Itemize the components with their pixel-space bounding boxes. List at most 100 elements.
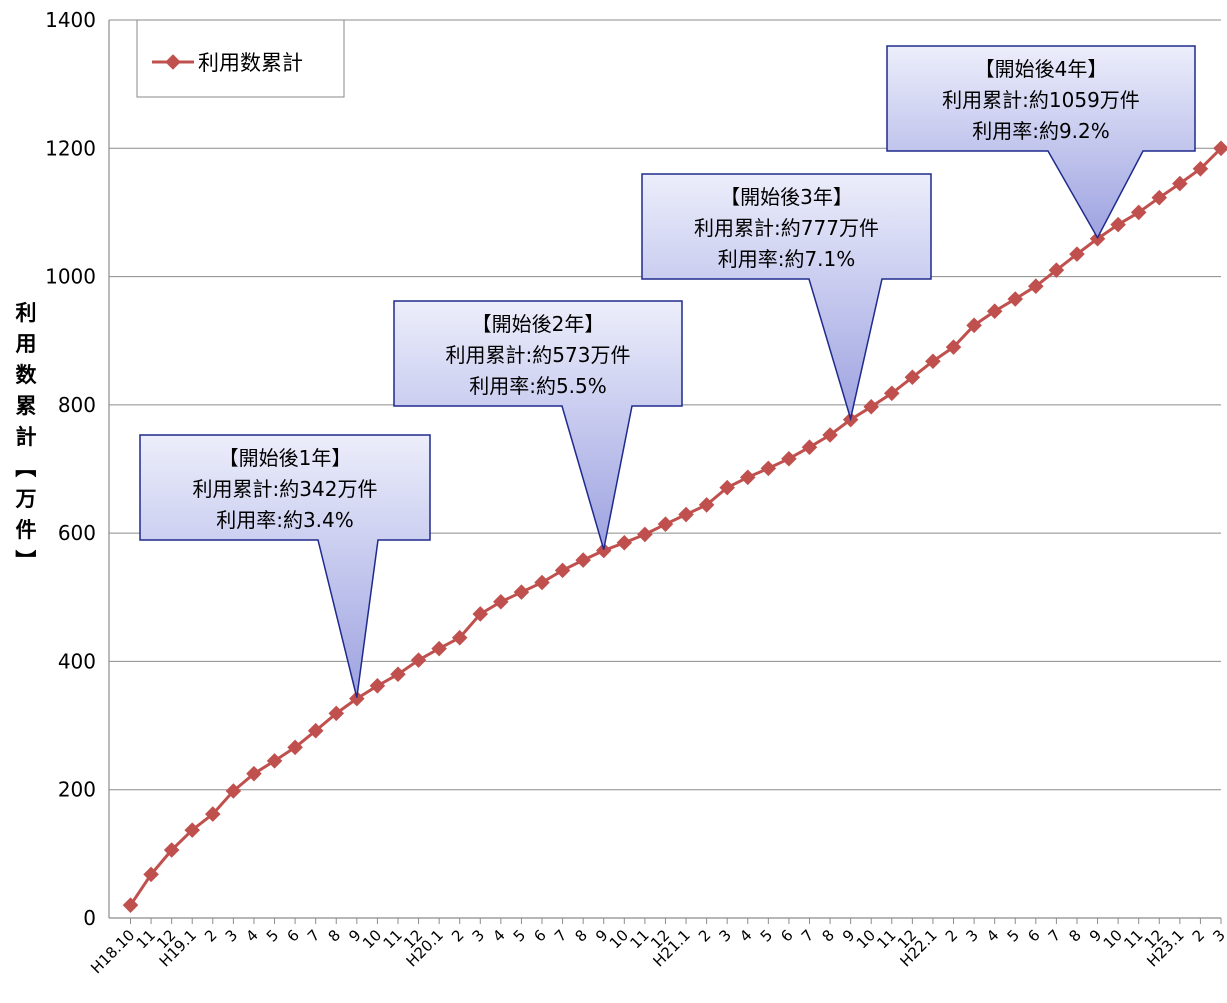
data-point bbox=[801, 439, 818, 455]
x-tick-label: 2 bbox=[201, 926, 220, 945]
callout-text-line: 利用率:約3.4% bbox=[216, 508, 354, 532]
data-point bbox=[369, 678, 386, 694]
data-point bbox=[616, 534, 633, 551]
legend-marker bbox=[165, 54, 181, 70]
callout-text-line: 利用累計:約573万件 bbox=[446, 343, 631, 367]
data-point bbox=[1130, 204, 1147, 221]
y-tick-label: 800 bbox=[58, 393, 96, 417]
data-point bbox=[781, 450, 797, 467]
callouts-layer: 【開始後1年】利用累計:約342万件利用率:約3.4%【開始後2年】利用累計:約… bbox=[139, 45, 1196, 698]
data-point bbox=[1213, 140, 1227, 157]
data-point bbox=[431, 640, 447, 657]
y-tick-label: 0 bbox=[83, 906, 96, 930]
data-point bbox=[1192, 161, 1209, 177]
data-point bbox=[184, 822, 201, 838]
callout-box bbox=[886, 45, 1196, 240]
data-point bbox=[266, 753, 283, 769]
data-point bbox=[534, 574, 550, 591]
series-layer bbox=[122, 140, 1227, 913]
x-tick-label: 3 bbox=[716, 926, 735, 945]
x-tick-label: 5 bbox=[510, 926, 529, 945]
data-point bbox=[205, 806, 221, 822]
x-tick-label: 3 bbox=[222, 926, 241, 945]
y-tick-label: 1200 bbox=[45, 136, 96, 160]
callout-text-line: 【開始後4年】 bbox=[975, 57, 1108, 81]
x-tick-label: 7 bbox=[1045, 926, 1064, 945]
callout-box bbox=[139, 434, 431, 698]
x-tick-label: 3 bbox=[962, 926, 981, 945]
data-point bbox=[1110, 216, 1126, 233]
data-point bbox=[595, 542, 612, 559]
x-tick-label: 7 bbox=[551, 926, 570, 945]
data-point bbox=[637, 526, 653, 543]
y-axis-label-char: 累 bbox=[16, 394, 37, 418]
x-tick-label: 2 bbox=[1189, 926, 1208, 945]
data-point bbox=[1048, 262, 1065, 278]
data-point bbox=[863, 399, 879, 415]
callout-text-line: 利用累計:約1059万件 bbox=[942, 88, 1140, 112]
data-point bbox=[493, 593, 509, 610]
x-tick-label: 6 bbox=[1024, 926, 1043, 945]
x-tick-label: 3 bbox=[469, 926, 488, 945]
y-tick-label: 1400 bbox=[45, 8, 96, 32]
x-tick-label: 4 bbox=[736, 926, 755, 945]
data-point bbox=[1028, 278, 1044, 294]
x-tick-label: 6 bbox=[530, 926, 549, 945]
data-point bbox=[1069, 246, 1085, 262]
x-tick-label: H18.10 bbox=[87, 926, 138, 977]
x-tick-label: 4 bbox=[242, 926, 261, 945]
x-tick-label: 4 bbox=[489, 926, 508, 945]
callout-text-line: 利用累計:約777万件 bbox=[694, 216, 879, 240]
callout-text-line: 利用率:約5.5% bbox=[469, 374, 607, 398]
data-point bbox=[143, 866, 159, 883]
y-axis-label: 利用数累計【万件】 bbox=[13, 301, 38, 571]
x-tick-label: 3 bbox=[1209, 926, 1227, 945]
x-tick-label: 2 bbox=[695, 926, 714, 945]
y-tick-label: 1000 bbox=[45, 265, 96, 289]
x-tick-label: 2 bbox=[942, 926, 961, 945]
y-axis-label-char: 【 bbox=[13, 457, 37, 478]
y-axis-label-char: 件 bbox=[16, 518, 37, 542]
x-tick-label: 6 bbox=[777, 926, 796, 945]
legend: 利用数累計 bbox=[136, 19, 345, 98]
callout-text-line: 利用率:約9.2% bbox=[972, 119, 1110, 143]
y-axis-label-char: 】 bbox=[13, 550, 37, 571]
callout-text-line: 【開始後3年】 bbox=[720, 185, 853, 209]
y-axis-ticks: 0 200 400 600 800 1000 1200 1400 bbox=[45, 8, 96, 930]
x-tick-label: 7 bbox=[798, 926, 817, 945]
callout-text-line: 【開始後2年】 bbox=[472, 312, 605, 336]
data-point bbox=[1151, 189, 1168, 206]
y-tick-label: 200 bbox=[58, 778, 96, 802]
x-tick-label: 5 bbox=[263, 926, 282, 945]
x-tick-label: 7 bbox=[304, 926, 323, 945]
x-tick-label: 8 bbox=[325, 926, 344, 945]
data-point bbox=[554, 562, 571, 579]
data-point bbox=[575, 552, 591, 568]
data-point bbox=[739, 469, 756, 486]
data-point bbox=[678, 506, 694, 523]
x-tick-label: 8 bbox=[1065, 926, 1084, 945]
y-axis-label-char: 万 bbox=[15, 487, 37, 511]
y-axis-label-char: 数 bbox=[16, 363, 38, 387]
callout-box bbox=[641, 173, 932, 422]
x-tick-label: 8 bbox=[818, 926, 837, 945]
x-tick-label: 2 bbox=[448, 926, 467, 945]
x-tick-label: 5 bbox=[1004, 926, 1023, 945]
y-axis-label-char: 計 bbox=[16, 425, 37, 449]
data-point bbox=[513, 584, 530, 600]
data-point bbox=[246, 765, 262, 782]
callout-text-line: 【開始後1年】 bbox=[219, 446, 352, 470]
callout-text-line: 利用率:約7.1% bbox=[718, 247, 856, 271]
data-point bbox=[1007, 291, 1024, 307]
y-tick-label: 400 bbox=[58, 649, 96, 673]
y-axis-label-char: 利 bbox=[16, 301, 37, 325]
y-axis-label-char: 用 bbox=[16, 332, 37, 356]
y-tick-label: 600 bbox=[58, 521, 96, 545]
data-point bbox=[225, 783, 242, 799]
callout-text-line: 利用累計:約342万件 bbox=[193, 477, 378, 501]
x-tick-label: 6 bbox=[283, 926, 302, 945]
x-tick-label: 5 bbox=[757, 926, 776, 945]
x-tick-label: 8 bbox=[572, 926, 591, 945]
